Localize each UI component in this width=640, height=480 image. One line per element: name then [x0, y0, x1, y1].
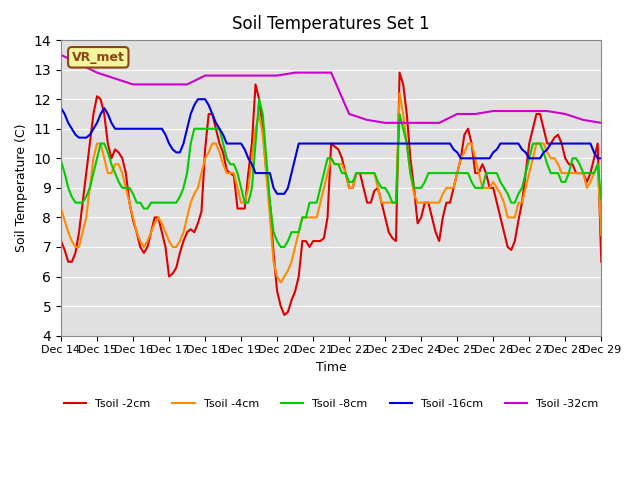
Tsoil -4cm — [396, 90, 403, 96]
Tsoil -32cm — [435, 120, 443, 126]
Tsoil -32cm — [201, 72, 209, 78]
Tsoil -2cm — [388, 235, 396, 241]
Tsoil -32cm — [237, 72, 245, 78]
Tsoil -32cm — [579, 117, 587, 123]
Tsoil -2cm — [280, 312, 288, 318]
Tsoil -32cm — [364, 117, 371, 123]
Tsoil -16cm — [327, 141, 335, 146]
Tsoil -2cm — [324, 215, 332, 220]
Tsoil -16cm — [57, 105, 65, 111]
Tsoil -8cm — [277, 244, 285, 250]
Tsoil -32cm — [490, 108, 497, 114]
Tsoil -32cm — [291, 70, 299, 75]
Tsoil -16cm — [443, 141, 451, 146]
Line: Tsoil -32cm: Tsoil -32cm — [61, 55, 601, 123]
Tsoil -32cm — [472, 111, 479, 117]
Tsoil -16cm — [594, 156, 602, 161]
Line: Tsoil -16cm: Tsoil -16cm — [61, 99, 601, 194]
Y-axis label: Soil Temperature (C): Soil Temperature (C) — [15, 124, 28, 252]
Tsoil -32cm — [597, 120, 605, 126]
Tsoil -32cm — [543, 108, 551, 114]
Tsoil -32cm — [111, 76, 119, 82]
Tsoil -16cm — [252, 170, 259, 176]
Tsoil -2cm — [248, 141, 256, 146]
Tsoil -32cm — [220, 72, 227, 78]
Tsoil -32cm — [508, 108, 515, 114]
Text: VR_met: VR_met — [72, 51, 125, 64]
Tsoil -16cm — [392, 141, 400, 146]
Tsoil -2cm — [57, 238, 65, 244]
Line: Tsoil -2cm: Tsoil -2cm — [61, 72, 601, 315]
Line: Tsoil -4cm: Tsoil -4cm — [61, 93, 601, 282]
Line: Tsoil -8cm: Tsoil -8cm — [61, 99, 601, 247]
Tsoil -8cm — [57, 158, 65, 164]
Tsoil -32cm — [327, 70, 335, 75]
Tsoil -32cm — [165, 82, 173, 87]
Title: Soil Temperatures Set 1: Soil Temperatures Set 1 — [232, 15, 430, 33]
Tsoil -32cm — [129, 82, 137, 87]
Tsoil -2cm — [406, 156, 414, 161]
Tsoil -32cm — [93, 70, 101, 75]
Tsoil -16cm — [194, 96, 202, 102]
Tsoil -4cm — [248, 156, 256, 161]
Tsoil -32cm — [255, 72, 263, 78]
Tsoil -8cm — [248, 185, 256, 191]
Tsoil -8cm — [255, 96, 263, 102]
Tsoil -2cm — [396, 70, 403, 75]
Tsoil -32cm — [147, 82, 155, 87]
Tsoil -4cm — [594, 161, 602, 167]
Tsoil -32cm — [381, 120, 389, 126]
Tsoil -32cm — [57, 52, 65, 58]
Tsoil -32cm — [183, 82, 191, 87]
Tsoil -8cm — [443, 170, 451, 176]
Tsoil -4cm — [324, 170, 332, 176]
X-axis label: Time: Time — [316, 361, 346, 374]
Tsoil -4cm — [443, 185, 451, 191]
Tsoil -16cm — [597, 156, 605, 161]
Tsoil -8cm — [594, 161, 602, 167]
Tsoil -8cm — [406, 170, 414, 176]
Tsoil -2cm — [597, 259, 605, 264]
Tsoil -2cm — [443, 200, 451, 205]
Tsoil -32cm — [453, 111, 461, 117]
Tsoil -32cm — [417, 120, 425, 126]
Tsoil -8cm — [392, 200, 400, 205]
Tsoil -8cm — [597, 197, 605, 203]
Tsoil -32cm — [399, 120, 407, 126]
Tsoil -4cm — [406, 170, 414, 176]
Tsoil -2cm — [594, 141, 602, 146]
Tsoil -4cm — [388, 200, 396, 205]
Tsoil -4cm — [57, 205, 65, 211]
Tsoil -16cm — [406, 141, 414, 146]
Tsoil -32cm — [346, 111, 353, 117]
Legend: Tsoil -2cm, Tsoil -4cm, Tsoil -8cm, Tsoil -16cm, Tsoil -32cm: Tsoil -2cm, Tsoil -4cm, Tsoil -8cm, Tsoi… — [60, 395, 603, 413]
Tsoil -32cm — [525, 108, 533, 114]
Tsoil -4cm — [277, 279, 285, 285]
Tsoil -32cm — [561, 111, 569, 117]
Tsoil -32cm — [273, 72, 281, 78]
Tsoil -32cm — [75, 61, 83, 67]
Tsoil -32cm — [309, 70, 317, 75]
Tsoil -8cm — [327, 156, 335, 161]
Tsoil -4cm — [597, 232, 605, 238]
Tsoil -16cm — [273, 191, 281, 197]
